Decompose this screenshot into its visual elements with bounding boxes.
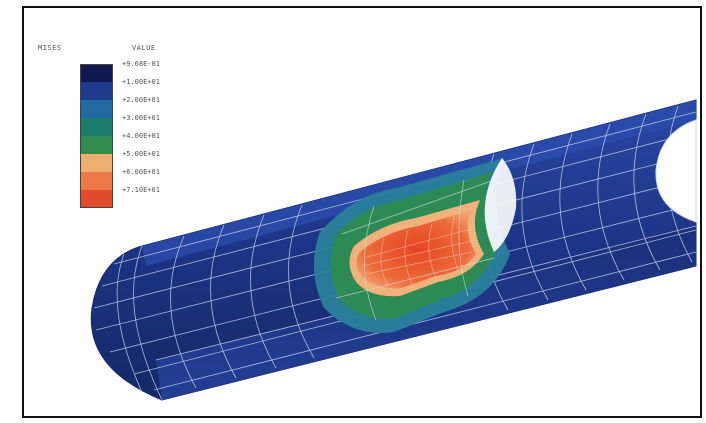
legend-tick-label: +9.68E-01: [122, 60, 160, 68]
stress-zone: [313, 158, 510, 333]
legend-color-bar: [80, 64, 113, 208]
legend-swatch: [80, 190, 113, 208]
legend-tick-label: +2.00E+01: [122, 96, 160, 104]
legend-tick-label: +4.00E+01: [122, 132, 160, 140]
legend-swatch: [80, 154, 113, 172]
legend-swatch: [80, 100, 113, 118]
pipe-hole: [655, 119, 697, 223]
legend-tick-label: +1.00E+01: [122, 78, 160, 86]
legend-swatch: [80, 82, 113, 100]
notch-cutout: [484, 158, 517, 252]
figure-frame: MISES VALUE +9.68E-01 +1.00E+01 +2.00E+0…: [22, 6, 702, 418]
legend-tick-label: +5.00E+01: [122, 150, 160, 158]
legend-swatch: [80, 136, 113, 154]
fea-stress-plot: [90, 99, 697, 401]
legend-swatch: [80, 118, 113, 136]
legend-swatch: [80, 64, 113, 82]
legend-header-left: MISES: [38, 44, 62, 52]
legend-tick-label: +6.00E+01: [122, 168, 160, 176]
legend-tick-label: +7.10E+01: [122, 186, 160, 194]
legend-tick-label: +3.00E+01: [122, 114, 160, 122]
legend-swatch: [80, 172, 113, 190]
legend-header-right: VALUE: [132, 44, 156, 52]
